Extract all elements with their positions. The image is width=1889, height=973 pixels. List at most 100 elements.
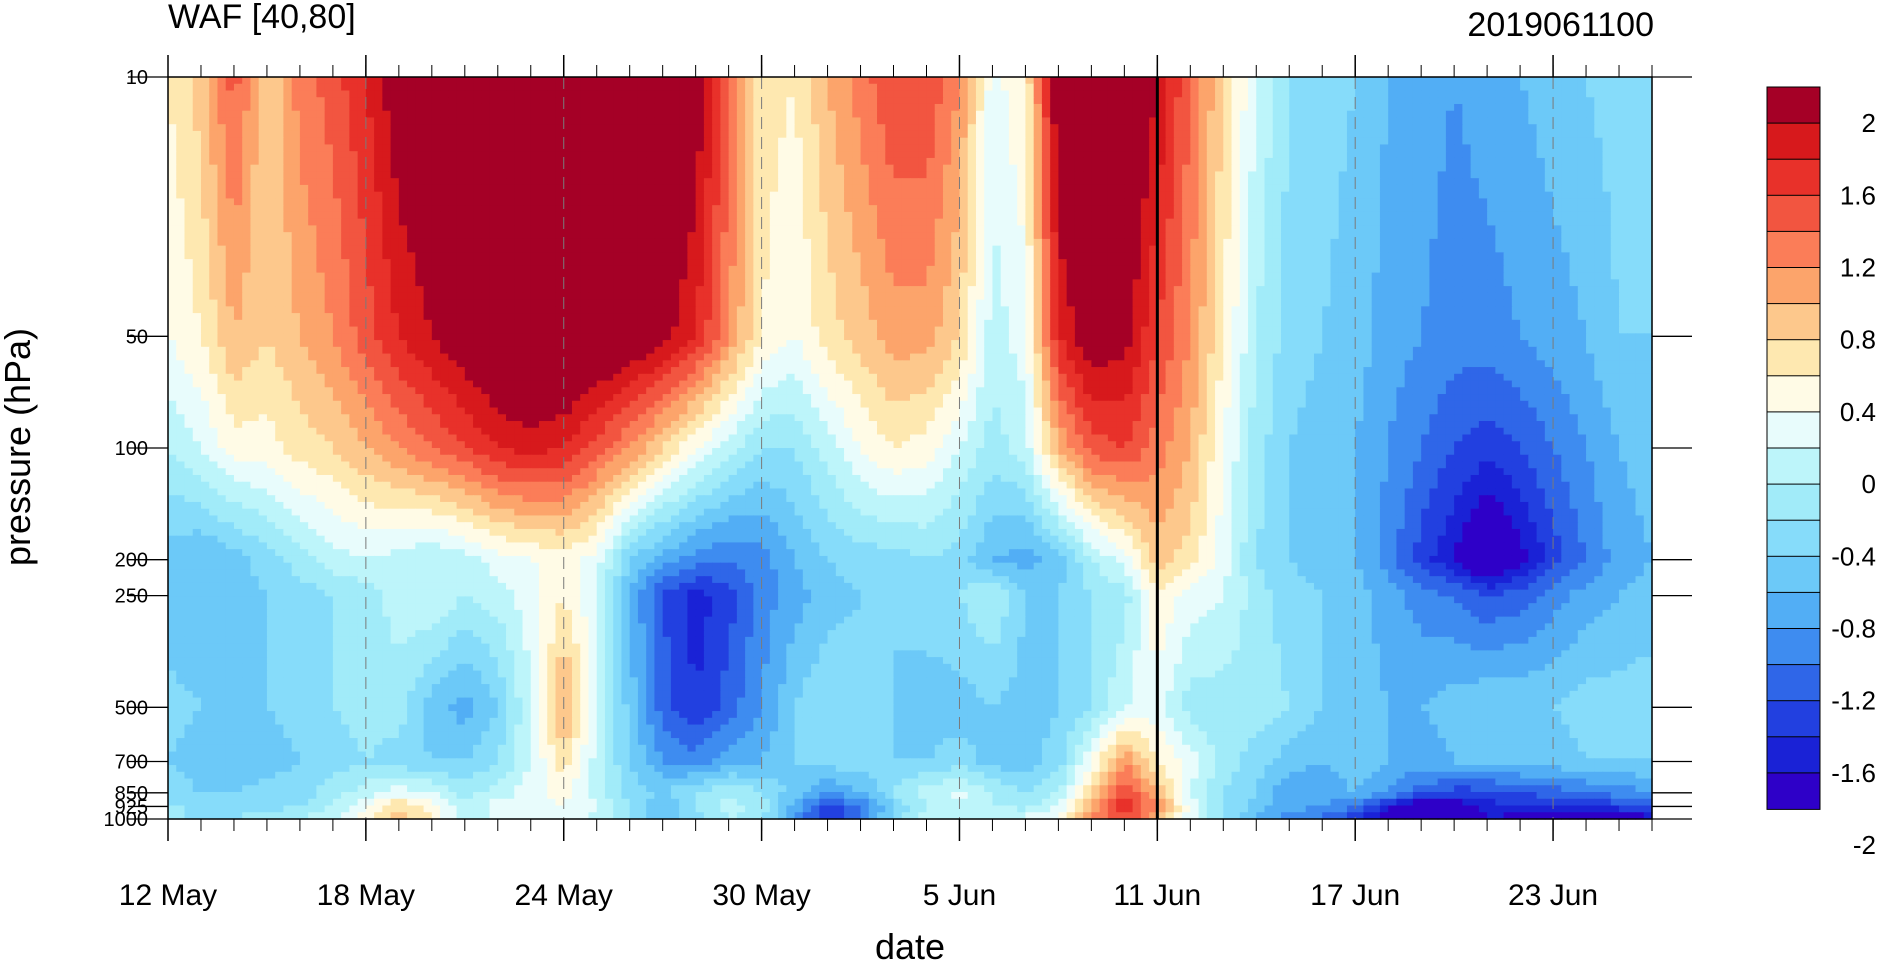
heatmap-cell <box>761 164 771 173</box>
heatmap-cell <box>1058 245 1068 253</box>
heatmap-cell <box>868 198 878 206</box>
heatmap-cell <box>481 218 491 226</box>
heatmap-cell <box>1454 232 1463 240</box>
heatmap-cell <box>720 117 730 125</box>
heatmap-cell <box>258 198 268 206</box>
heatmap-cell <box>984 157 994 166</box>
heatmap-cell <box>250 178 260 186</box>
heatmap-cell <box>695 232 705 240</box>
heatmap-cell <box>1553 164 1562 173</box>
heatmap-cell <box>654 164 664 173</box>
heatmap-cell <box>802 245 812 253</box>
heatmap-cell <box>580 117 590 125</box>
heatmap-cell <box>1173 232 1183 240</box>
heatmap-cell <box>225 164 235 173</box>
heatmap-cell <box>217 211 227 220</box>
heatmap-cell <box>1198 184 1208 193</box>
heatmap-cell <box>374 225 383 233</box>
heatmap-cell <box>332 225 342 233</box>
heatmap-cell <box>1330 218 1340 226</box>
heatmap-cell <box>1586 238 1595 247</box>
heatmap-cell <box>1470 103 1480 112</box>
heatmap-cell <box>835 232 845 240</box>
heatmap-cell <box>1635 157 1645 166</box>
heatmap-cell <box>1511 191 1521 200</box>
heatmap-cell <box>1058 238 1068 247</box>
heatmap-cell <box>1305 191 1315 200</box>
heatmap-cell <box>489 137 499 146</box>
heatmap-cell <box>1569 218 1579 226</box>
heatmap-cell <box>975 178 985 186</box>
heatmap-cell <box>1107 198 1117 206</box>
heatmap-cell <box>1322 90 1332 98</box>
heatmap-cell <box>291 178 301 186</box>
heatmap-cell <box>1487 83 1496 92</box>
heatmap-cell <box>341 137 350 146</box>
heatmap-cell <box>877 245 886 253</box>
heatmap-cell <box>1198 151 1208 159</box>
heatmap-cell <box>440 90 449 98</box>
heatmap-cell <box>571 144 581 152</box>
heatmap-cell <box>1437 110 1447 119</box>
heatmap-cell <box>1289 178 1299 186</box>
heatmap-cell <box>918 238 928 247</box>
heatmap-cell <box>1586 110 1595 119</box>
heatmap-cell <box>596 232 606 240</box>
heatmap-cell <box>547 211 557 220</box>
heatmap-cell <box>1305 238 1315 247</box>
heatmap-cell <box>679 97 688 105</box>
heatmap-cell <box>283 144 293 152</box>
heatmap-cell <box>728 184 738 193</box>
heatmap-cell <box>464 171 474 179</box>
heatmap-cell <box>1495 238 1505 247</box>
heatmap-cell <box>720 137 730 146</box>
heatmap-cell <box>506 157 515 166</box>
heatmap-cell <box>563 259 573 267</box>
heatmap-cell <box>1248 77 1257 85</box>
heatmap-cell <box>992 191 1002 200</box>
heatmap-cell <box>209 164 219 173</box>
heatmap-cell <box>580 211 590 220</box>
heatmap-cell <box>316 252 326 260</box>
heatmap-cell <box>1594 110 1604 119</box>
heatmap-cell <box>1074 238 1084 247</box>
heatmap-cell <box>489 238 499 247</box>
heatmap-cell <box>332 252 342 260</box>
heatmap-cell <box>1198 178 1208 186</box>
heatmap-cell <box>984 90 994 98</box>
heatmap-cell <box>514 164 524 173</box>
heatmap-cell <box>217 103 227 112</box>
heatmap-cell <box>1083 178 1092 186</box>
heatmap-cell <box>1429 103 1439 112</box>
heatmap-cell <box>1017 171 1027 179</box>
heatmap-cell <box>1248 178 1257 186</box>
heatmap-cell <box>901 252 911 260</box>
heatmap-cell <box>209 144 219 152</box>
heatmap-cell <box>1313 77 1323 85</box>
heatmap-cell <box>1404 218 1414 226</box>
heatmap-cell <box>398 137 408 146</box>
heatmap-cell <box>1198 90 1208 98</box>
heatmap-cell <box>522 184 532 193</box>
heatmap-cell <box>1173 259 1183 267</box>
heatmap-cell <box>1528 232 1538 240</box>
heatmap-cell <box>225 83 235 92</box>
heatmap-cell <box>984 83 994 92</box>
heatmap-cell <box>844 245 853 253</box>
heatmap-cell <box>563 97 573 105</box>
heatmap-cell <box>341 130 350 139</box>
heatmap-cell <box>1536 178 1546 186</box>
heatmap-cell <box>1083 171 1092 179</box>
heatmap-cell <box>332 238 342 247</box>
heatmap-cell <box>1215 178 1224 186</box>
heatmap-cell <box>1602 77 1612 85</box>
heatmap-cell <box>1437 205 1447 213</box>
heatmap-cell <box>1503 245 1513 253</box>
heatmap-cell <box>1338 205 1348 213</box>
heatmap-cell <box>703 90 713 98</box>
heatmap-cell <box>1355 198 1365 206</box>
heatmap-cell <box>852 137 862 146</box>
heatmap-cell <box>868 259 878 267</box>
heatmap-cell <box>1627 90 1637 98</box>
heatmap-cell <box>1371 157 1381 166</box>
